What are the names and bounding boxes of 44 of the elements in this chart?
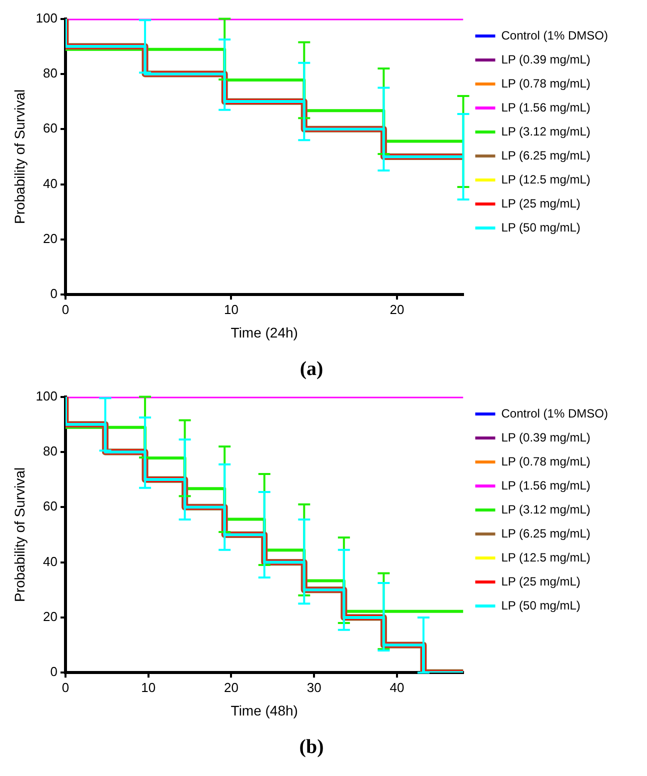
x-tick-label: 40 [390,680,404,695]
legend-label: LP (0.39 mg/mL) [501,52,590,66]
y-tick-label: 80 [43,444,58,459]
legend-label: LP (3.12 mg/mL) [501,502,590,516]
legend-label: LP (25 mg/mL) [501,196,580,210]
legend-label: LP (0.78 mg/mL) [501,76,590,90]
legend-label: LP (12.5 mg/mL) [501,550,590,564]
y-tick-label: 100 [36,10,58,26]
legend-label: LP (6.25 mg/mL) [501,148,590,162]
legend-label: LP (12.5 mg/mL) [501,172,590,186]
x-tick-label: 20 [390,302,404,317]
legend-label: LP (0.78 mg/mL) [501,454,590,468]
legend-label: LP (6.25 mg/mL) [501,526,590,540]
y-tick-label: 100 [36,388,58,404]
legend-label: LP (1.56 mg/mL) [501,100,590,114]
y-tick-label: 20 [43,609,58,624]
y-tick-label: 60 [43,498,58,514]
x-tick-label: 0 [62,302,70,317]
y-tick-label: 0 [50,286,58,302]
y-tick-label: 60 [43,120,58,136]
y-tick-label: 80 [43,66,58,81]
text: (a) [300,358,324,380]
y-tick-label: 20 [43,231,58,246]
x-tick-label: 20 [224,680,238,695]
y-tick-label: 40 [43,554,58,569]
legend-label: LP (0.39 mg/mL) [501,430,590,444]
y-axis-title: Probability of Survival [11,89,28,224]
legend-label: Control (1% DMSO) [501,28,608,42]
x-tick-label: 0 [62,680,70,695]
legend-label: LP (1.56 mg/mL) [501,478,590,492]
text: (b) [299,736,324,758]
legend-label: LP (50 mg/mL) [501,598,580,612]
y-tick-label: 0 [50,664,58,680]
x-tick-label: 10 [224,302,238,317]
y-tick-label: 40 [43,176,58,191]
legend-label: Control (1% DMSO) [501,406,608,420]
x-axis-title: Time (24h) [230,324,298,340]
legend-label: LP (50 mg/mL) [501,220,580,234]
x-axis-title: Time (48h) [230,702,298,718]
x-tick-label: 10 [141,680,156,695]
legend-label: LP (25 mg/mL) [501,574,580,588]
y-axis-title: Probability of Survival [11,467,28,602]
x-tick-label: 30 [306,680,322,695]
legend-label: LP (3.12 mg/mL) [501,124,590,138]
